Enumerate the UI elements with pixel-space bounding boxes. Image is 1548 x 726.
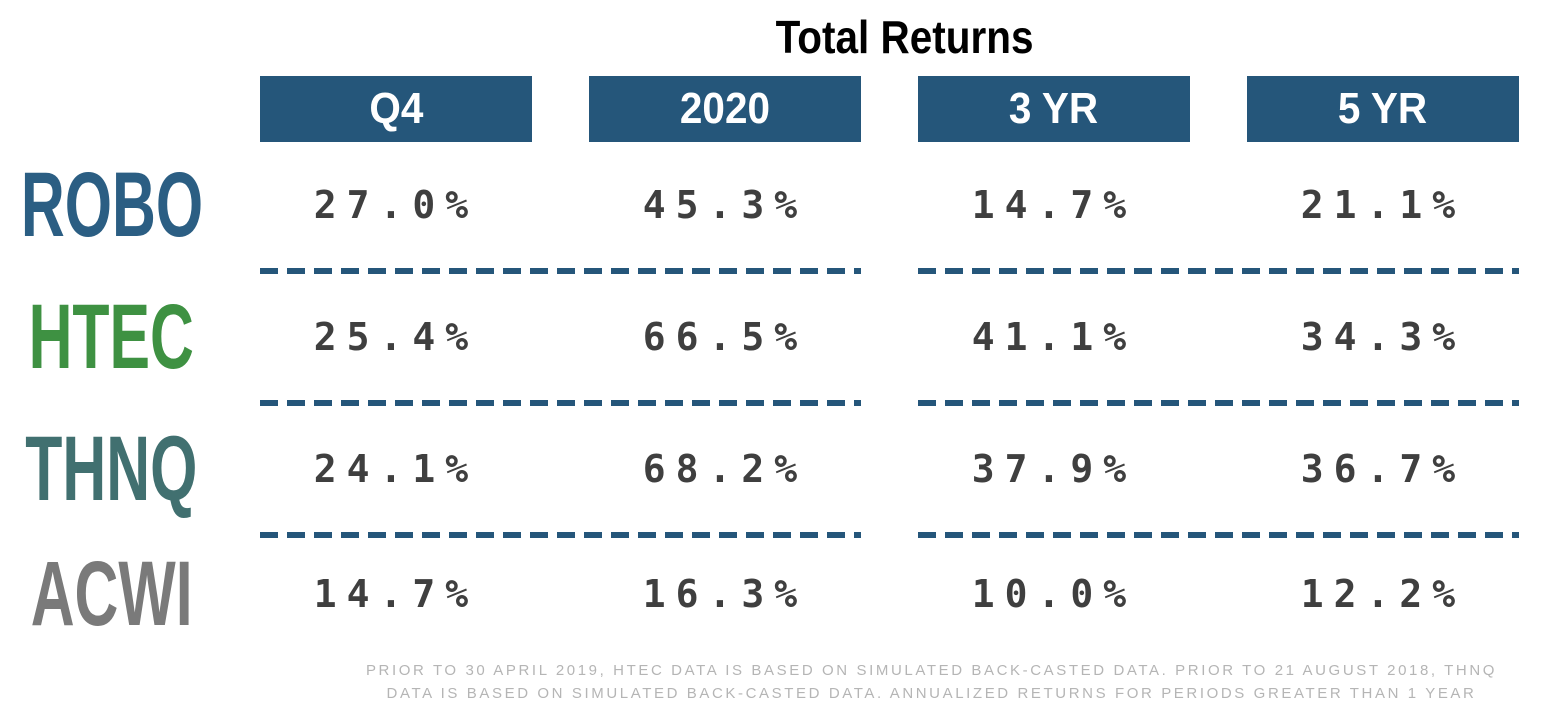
column-header-2020: 2020 (589, 76, 861, 142)
table-row-htec-label-cell: HTEC (20, 274, 203, 400)
cell-robo-q4: 27.0% (313, 183, 479, 227)
header-spacer (20, 76, 203, 142)
cell-acwi-q4: 14.7% (313, 572, 479, 616)
column-header-3yr-label: 3 YR (1009, 84, 1099, 133)
table-row-robo-label-cell: ROBO (20, 142, 203, 268)
page-title: Total Returns (775, 11, 1034, 63)
returns-table: Q4 2020 3 YR 5 YR ROBO 27.0% 45.3% 14.7%… (0, 76, 1548, 650)
column-header-q4: Q4 (260, 76, 532, 142)
cell-htec-2020: 66.5% (642, 315, 808, 359)
dashed-divider (260, 268, 861, 274)
column-header-2020-label: 2020 (679, 84, 771, 133)
column-header-q4-label: Q4 (368, 84, 423, 133)
column-header-5yr-label: 5 YR (1338, 84, 1428, 133)
column-header-5yr: 5 YR (1247, 76, 1519, 142)
row-label-thnq: THNQ (25, 418, 198, 520)
row-label-acwi: ACWI (30, 543, 193, 645)
cell-robo-5yr: 21.1% (1300, 183, 1466, 227)
cell-htec-5yr: 34.3% (1300, 315, 1466, 359)
cell-htec-q4: 25.4% (313, 315, 479, 359)
row-label-htec: HTEC (28, 286, 195, 388)
cell-acwi-3yr: 10.0% (971, 572, 1137, 616)
footnote-line-1: PRIOR TO 30 APRIL 2019, HTEC DATA IS BAS… (365, 662, 1498, 679)
cell-thnq-2020: 68.2% (642, 447, 808, 491)
cell-thnq-3yr: 37.9% (971, 447, 1137, 491)
table-row-acwi-label-cell: ACWI (20, 538, 203, 650)
title-wrap: Total Returns (290, 0, 1519, 76)
dashed-divider (918, 268, 1519, 274)
cell-thnq-5yr: 36.7% (1300, 447, 1466, 491)
cell-htec-3yr: 41.1% (971, 315, 1137, 359)
cell-acwi-5yr: 12.2% (1300, 572, 1466, 616)
cell-acwi-2020: 16.3% (642, 572, 808, 616)
footnote-line-2: DATA IS BASED ON SIMULATED BACK-CASTED D… (386, 684, 1477, 702)
table-row-thnq-label-cell: THNQ (20, 406, 203, 532)
dashed-divider (260, 400, 861, 406)
footnote: PRIOR TO 30 APRIL 2019, HTEC DATA IS BAS… (315, 660, 1548, 705)
cell-thnq-q4: 24.1% (313, 447, 479, 491)
row-label-robo: ROBO (20, 154, 203, 256)
dashed-divider (260, 532, 861, 538)
cell-robo-3yr: 14.7% (971, 183, 1137, 227)
dashed-divider (918, 532, 1519, 538)
dashed-divider (918, 400, 1519, 406)
cell-robo-2020: 45.3% (642, 183, 808, 227)
column-header-3yr: 3 YR (918, 76, 1190, 142)
